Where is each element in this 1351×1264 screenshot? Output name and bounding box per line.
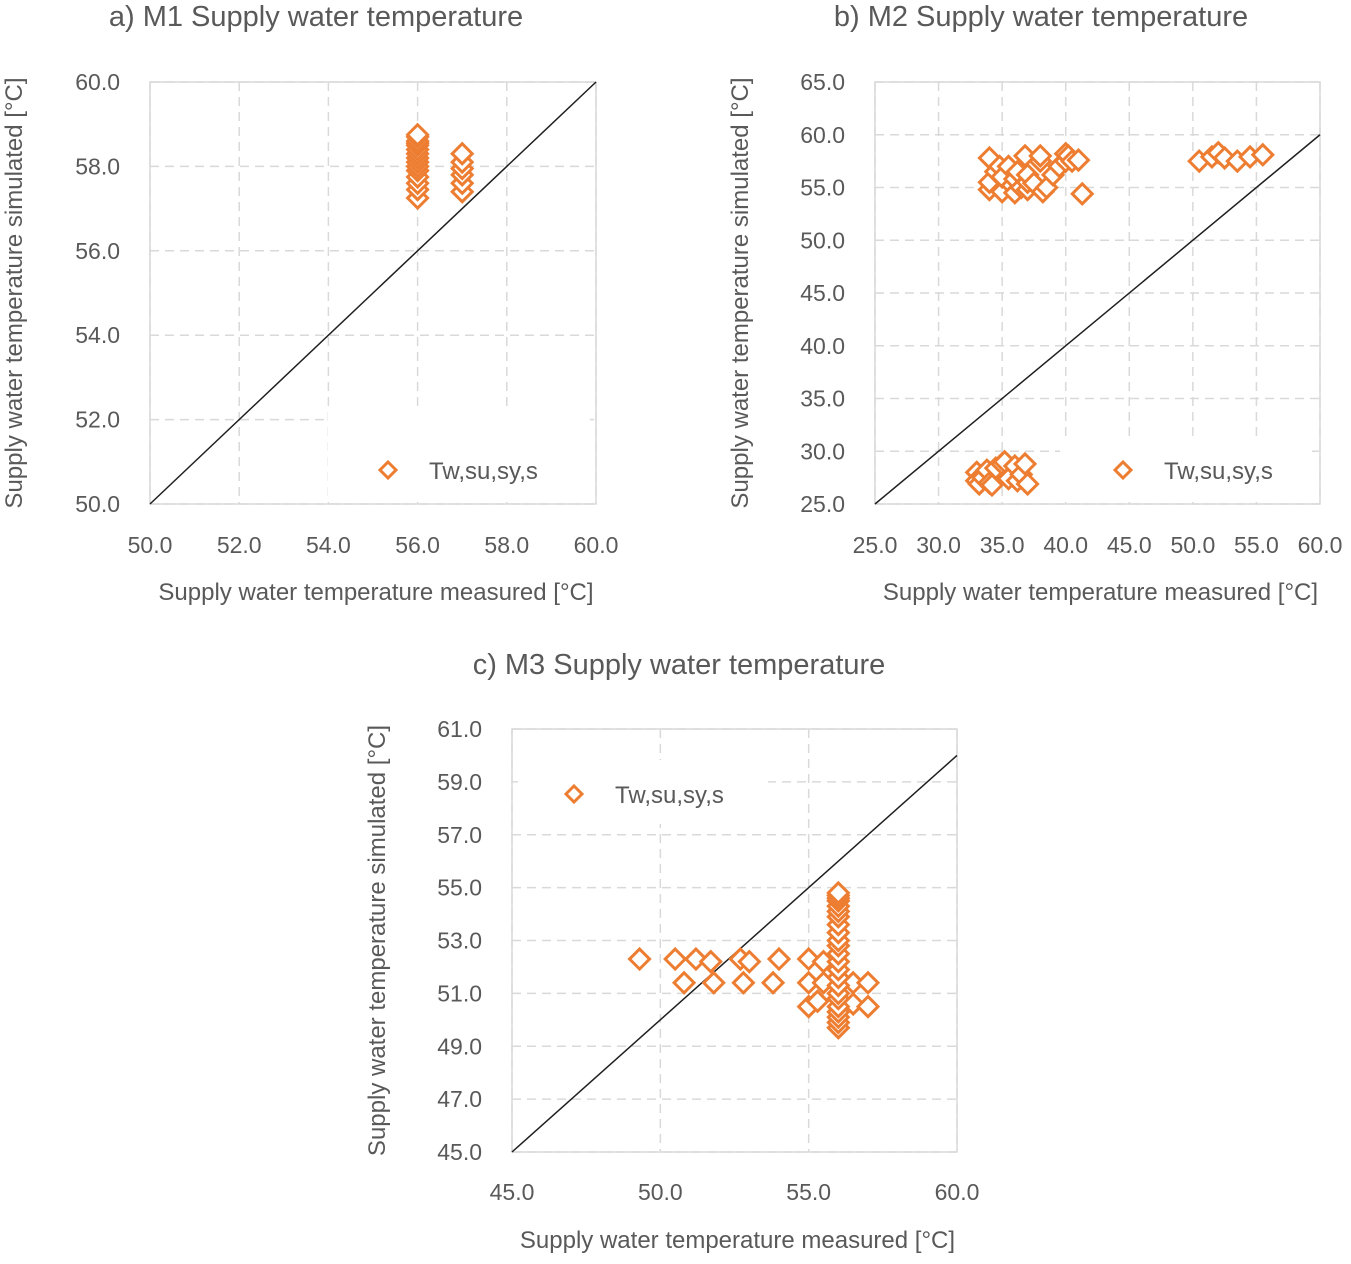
y-axis-title: Supply water temperature simulated [°C] — [727, 77, 754, 508]
plot-area — [149, 81, 597, 505]
x-tick-label: 60.0 — [574, 532, 619, 558]
identity-line — [874, 134, 1321, 505]
data-point — [1070, 181, 1095, 206]
y-tick-label: 65.0 — [800, 69, 845, 95]
chart-1: 50.0 52.0 54.0 56.0 58.0 60.0 50.0 52.0 54.0 56.0… — [1, 1, 618, 606]
data-point — [450, 141, 475, 166]
y-axis-title: Supply water temperature simulated [°C] — [1, 77, 28, 508]
y-tick-label: 25.0 — [800, 491, 845, 517]
data-point — [731, 970, 756, 995]
y-tick-label: 49.0 — [437, 1033, 482, 1059]
legend-label: Tw,su,sy,s — [429, 458, 538, 485]
y-tick-label: 45.0 — [437, 1139, 482, 1165]
x-tick-label: 45.0 — [490, 1179, 535, 1205]
y-tick-label: 57.0 — [437, 822, 482, 848]
data-point — [627, 946, 652, 972]
y-tick-label: 53.0 — [437, 928, 482, 954]
data-point — [698, 949, 723, 974]
data-point — [405, 122, 430, 147]
y-tick-label: 61.0 — [437, 716, 482, 742]
y-tick-label: 30.0 — [800, 438, 845, 464]
chart-3: 45.0 50.0 55.0 60.0 45.0 47.0 49.0 51.0 53.0 55.0… — [364, 649, 979, 1254]
x-tick-label: 50.0 — [128, 532, 173, 558]
x-tick-label: 50.0 — [638, 1179, 683, 1205]
y-tick-label: 60.0 — [75, 69, 120, 95]
data-point — [663, 946, 688, 972]
y-tick-label: 51.0 — [437, 980, 482, 1006]
data-point — [683, 946, 709, 972]
data-point — [671, 970, 697, 995]
data-point — [1250, 142, 1275, 167]
y-tick-label: 40.0 — [800, 333, 845, 359]
x-axis-title: Supply water temperature measured [°C] — [883, 579, 1318, 606]
legend-marker — [377, 459, 399, 481]
data-point — [766, 946, 792, 972]
y-tick-label: 45.0 — [800, 280, 845, 306]
x-tick-label: 30.0 — [916, 532, 961, 558]
y-tick-label: 50.0 — [75, 491, 120, 517]
chart-title: a) M1 Supply water temperature — [109, 1, 523, 33]
data-point — [1015, 471, 1040, 497]
data-point — [826, 880, 851, 906]
x-tick-label: 60.0 — [935, 1179, 980, 1205]
y-axis-title: Supply water temperature simulated [°C] — [364, 725, 391, 1156]
y-tick-label: 59.0 — [437, 769, 482, 795]
legend-label: Tw,su,sy,s — [1164, 458, 1273, 485]
data-point — [1066, 147, 1091, 173]
x-tick-label: 35.0 — [980, 532, 1025, 558]
y-tick-label: 55.0 — [800, 175, 845, 201]
x-axis-title: Supply water temperature measured [°C] — [158, 579, 593, 606]
data-point — [760, 970, 786, 995]
x-tick-label: 52.0 — [217, 532, 262, 558]
legend-marker — [563, 783, 585, 805]
x-tick-label: 45.0 — [1107, 532, 1152, 558]
y-tick-label: 50.0 — [800, 227, 845, 253]
x-tick-label: 25.0 — [853, 532, 898, 558]
x-tick-label: 60.0 — [1298, 532, 1343, 558]
x-tick-label: 55.0 — [786, 1179, 831, 1205]
y-tick-label: 58.0 — [75, 153, 120, 179]
legend-box — [518, 760, 768, 824]
x-axis-title: Supply water temperature measured [°C] — [520, 1227, 955, 1254]
chart-2: 25.0 30.0 35.0 40.0 45.0 50.0 55.0 60.0 25.0 30.0… — [727, 1, 1342, 606]
data-point — [737, 949, 762, 974]
y-tick-label: 56.0 — [75, 238, 120, 264]
chart-title: b) M2 Supply water temperature — [834, 1, 1248, 33]
chart-title: c) M3 Supply water temperature — [473, 649, 886, 681]
legend-box — [328, 408, 590, 500]
y-tick-label: 35.0 — [800, 386, 845, 412]
data-point — [1012, 451, 1038, 477]
x-tick-label: 40.0 — [1043, 532, 1088, 558]
data-point — [855, 994, 881, 1019]
data-point — [855, 970, 881, 995]
data-point — [1028, 143, 1053, 168]
y-tick-label: 55.0 — [437, 875, 482, 901]
plot-area — [511, 728, 958, 1153]
data-point — [979, 472, 1005, 498]
data-point — [796, 946, 821, 972]
data-point — [805, 989, 830, 1014]
x-tick-label: 50.0 — [1170, 532, 1215, 558]
y-tick-label: 60.0 — [800, 122, 845, 148]
x-tick-label: 55.0 — [1234, 532, 1279, 558]
x-tick-label: 56.0 — [395, 532, 440, 558]
y-tick-label: 54.0 — [75, 322, 120, 348]
plot-area — [874, 81, 1321, 505]
x-tick-label: 58.0 — [484, 532, 529, 558]
identity-line — [149, 81, 597, 505]
x-tick-label: 54.0 — [306, 532, 351, 558]
legend-label: Tw,su,sy,s — [615, 782, 724, 809]
y-tick-label: 47.0 — [437, 1086, 482, 1112]
y-tick-label: 52.0 — [75, 407, 120, 433]
data-point — [701, 970, 726, 995]
legend-marker — [1112, 459, 1134, 481]
legend-box — [1060, 440, 1312, 500]
